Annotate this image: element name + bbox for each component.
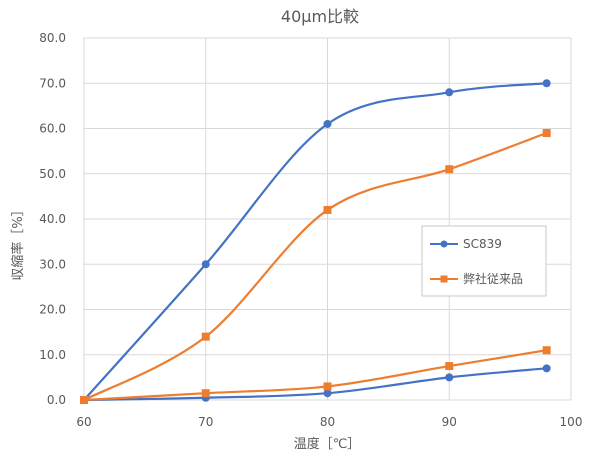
y-axis-label: 収縮率［%］ (10, 203, 26, 280)
legend-box (421, 225, 547, 297)
data-point (201, 389, 210, 398)
data-point (201, 260, 210, 269)
data-point (201, 332, 210, 341)
x-tick-label: 90 (442, 415, 457, 429)
data-point (323, 389, 332, 398)
data-point (445, 165, 454, 174)
data-point (323, 119, 332, 128)
data-point (445, 362, 454, 371)
x-tick-label: 60 (76, 415, 91, 429)
legend-marker-sc839 (440, 240, 448, 248)
legend: SC839 弊社従来品 (421, 225, 547, 297)
y-tick-label: 60.0 (39, 122, 66, 136)
series-lines (80, 79, 551, 404)
data-point (323, 382, 332, 391)
y-tick-label: 20.0 (39, 303, 66, 317)
legend-marker-conventional (440, 275, 448, 283)
data-point (542, 346, 551, 355)
data-point (323, 205, 332, 214)
y-tick-label: 40.0 (39, 212, 66, 226)
data-point (542, 129, 551, 138)
x-tick-label: 100 (560, 415, 583, 429)
y-tick-label: 50.0 (39, 167, 66, 181)
y-tick-label: 0.0 (47, 393, 66, 407)
y-tick-label: 10.0 (39, 348, 66, 362)
y-tick-label: 30.0 (39, 257, 66, 271)
series-line (83, 131, 548, 401)
grid-lines (83, 37, 572, 401)
y-tick-label: 80.0 (39, 31, 66, 45)
legend-label-sc839: SC839 (463, 237, 502, 251)
x-tick-label: 80 (320, 415, 335, 429)
chart-title: 40μm比較 (281, 7, 359, 26)
data-point (80, 396, 88, 404)
data-point (542, 364, 551, 373)
data-point (542, 79, 551, 88)
y-tick-label: 70.0 (39, 76, 66, 90)
x-axis-label: 温度［℃］ (294, 436, 361, 452)
legend-label-conventional: 弊社従来品 (463, 271, 523, 286)
data-point (445, 373, 454, 382)
tick-labels: 0.0 10.0 20.0 30.0 40.0 50.0 60.0 70.0 80.0 60 70 8… (39, 31, 582, 429)
data-point (445, 88, 454, 97)
x-tick-label: 70 (198, 415, 213, 429)
series-line (83, 82, 547, 401)
